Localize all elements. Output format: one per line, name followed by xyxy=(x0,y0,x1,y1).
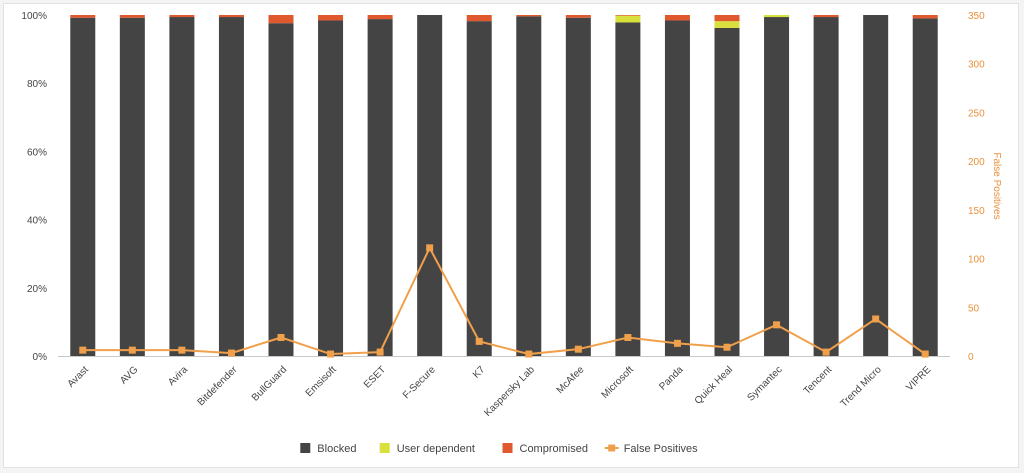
bar-compromised xyxy=(70,15,96,18)
bar-compromised xyxy=(565,15,591,18)
x-tick-label: F-Secure xyxy=(401,364,438,401)
legend-label: Blocked xyxy=(317,443,356,455)
false-positives-point xyxy=(426,244,434,252)
false-positives-point xyxy=(921,350,929,358)
false-positives-point xyxy=(624,333,632,341)
bar-blocked xyxy=(466,21,492,356)
x-tick-label: McAfee xyxy=(555,364,587,396)
bar-blocked xyxy=(218,17,244,357)
bar-compromised xyxy=(367,15,393,20)
y-left-tick-label: 0% xyxy=(33,352,48,363)
bar-compromised xyxy=(714,15,740,22)
bar-compromised xyxy=(466,15,492,22)
false-positives-point xyxy=(128,346,136,354)
legend-swatch-marker xyxy=(608,444,616,452)
bar-blocked xyxy=(714,27,740,356)
y-right-tick-label: 0 xyxy=(968,352,974,363)
y-left-tick-label: 40% xyxy=(27,216,47,227)
bar-blocked xyxy=(565,17,591,357)
y-right-tick-label: 100 xyxy=(968,255,985,266)
bar-compromised xyxy=(169,15,195,18)
y-right-tick-label: 350 xyxy=(968,11,985,22)
false-positives-point xyxy=(525,350,533,358)
y-right-tick-label: 200 xyxy=(968,157,985,168)
legend-swatch xyxy=(502,443,513,453)
false-positives-point xyxy=(327,350,335,358)
y-right-axis-title: False Positives xyxy=(991,152,1002,219)
x-tick-label: VIPRE xyxy=(904,364,933,393)
false-positives-point xyxy=(822,348,830,356)
x-tick-label: Panda xyxy=(657,364,686,393)
legend-swatch xyxy=(379,443,390,453)
bar-blocked xyxy=(664,20,690,357)
bar-blocked xyxy=(764,17,790,357)
bar-blocked xyxy=(417,15,443,356)
x-tick-label: Microsoft xyxy=(600,364,637,401)
bar-blocked xyxy=(169,17,195,357)
x-tick-label: Trend Micro xyxy=(839,364,885,410)
false-positives-point xyxy=(227,349,235,357)
bar-compromised xyxy=(664,15,690,21)
bar-blocked xyxy=(813,17,839,357)
bar-compromised xyxy=(119,15,145,18)
legend-label: Compromised xyxy=(520,443,588,455)
false-positives-line xyxy=(82,245,926,356)
y-right-tick-label: 250 xyxy=(968,108,985,119)
bar-blocked xyxy=(912,18,938,356)
bar-blocked xyxy=(119,17,145,357)
bar-compromised xyxy=(318,15,344,21)
false-positives-point xyxy=(574,345,582,353)
x-tick-label: Avast xyxy=(66,364,91,389)
legend-label: User dependent xyxy=(397,443,475,455)
bar-blocked xyxy=(268,23,294,357)
x-tick-label: Emsisoft xyxy=(304,364,339,399)
x-tick-label: ESET xyxy=(362,364,388,390)
y-right-tick-label: 300 xyxy=(968,60,985,71)
false-positives-point xyxy=(723,343,731,351)
x-tick-label: Avira xyxy=(166,364,190,388)
legend-label: False Positives xyxy=(624,443,698,455)
bar-compromised xyxy=(218,15,244,18)
bar-blocked xyxy=(318,20,344,357)
y-left-tick-label: 100% xyxy=(21,11,47,22)
bar-compromised xyxy=(813,15,839,18)
x-tick-label: Tencent xyxy=(802,364,835,397)
bar-user-dependent xyxy=(615,15,641,23)
bar-user-dependent xyxy=(714,21,740,28)
bar-blocked xyxy=(367,19,393,356)
bar-user-dependent xyxy=(764,15,790,18)
false-positives-point xyxy=(376,348,384,356)
x-tick-label: Kaspersky Lab xyxy=(482,364,537,419)
false-positives-point xyxy=(475,337,483,345)
bar-blocked xyxy=(615,22,641,356)
bar-blocked xyxy=(70,17,96,357)
false-positives-point xyxy=(773,321,781,329)
bar-blocked xyxy=(516,16,542,356)
false-positives-point xyxy=(673,339,681,347)
y-left-tick-label: 80% xyxy=(27,79,47,90)
x-tick-label: Symantec xyxy=(745,364,784,403)
x-tick-label: BullGuard xyxy=(250,364,289,403)
bar-compromised xyxy=(516,15,542,17)
bar-compromised xyxy=(268,15,294,24)
bar-compromised xyxy=(615,15,641,16)
y-right-tick-label: 150 xyxy=(968,206,985,217)
false-positives-point xyxy=(178,346,186,354)
x-tick-label: AVG xyxy=(118,364,140,386)
false-positives-point xyxy=(79,346,87,354)
bar-compromised xyxy=(912,15,938,19)
y-right-tick-label: 50 xyxy=(968,303,980,314)
x-tick-label: Bitdefender xyxy=(196,364,240,408)
legend-swatch xyxy=(300,443,311,453)
y-left-tick-label: 20% xyxy=(27,284,47,295)
bar-blocked xyxy=(863,15,889,356)
x-tick-label: K7 xyxy=(471,364,488,381)
x-tick-label: Quick Heal xyxy=(693,364,735,406)
y-left-tick-label: 60% xyxy=(27,147,47,158)
false-positives-point xyxy=(872,315,880,323)
false-positives-point xyxy=(277,333,285,341)
